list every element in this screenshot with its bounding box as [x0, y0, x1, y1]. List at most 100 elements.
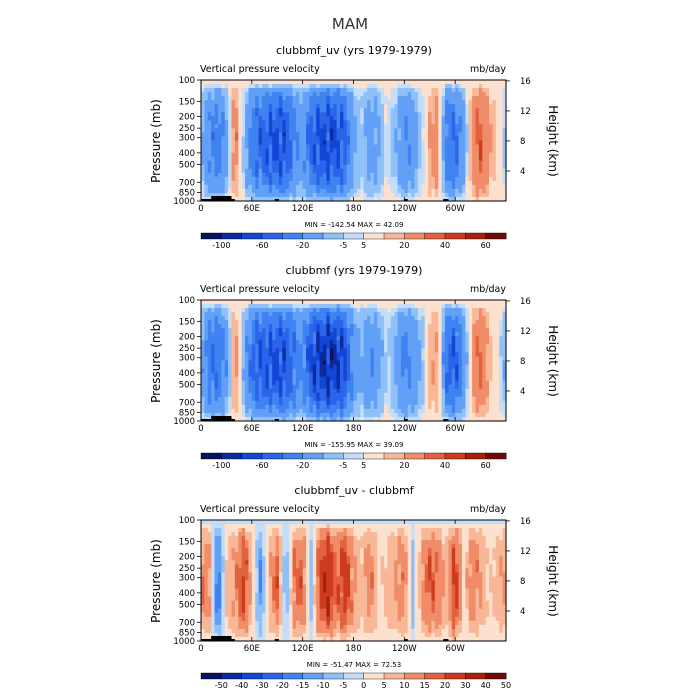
- contour-cell: [302, 352, 307, 358]
- contour-cell: [455, 380, 460, 386]
- contour-cell: [407, 180, 412, 186]
- contour-cell: [221, 332, 226, 337]
- contour-cell: [289, 164, 294, 170]
- contour-cell: [241, 304, 246, 309]
- contour-cell: [336, 380, 341, 386]
- contour-cell: [238, 332, 243, 337]
- contour-cell: [262, 128, 266, 134]
- contour-cell: [282, 376, 287, 382]
- contour-cell: [373, 128, 378, 134]
- contour-cell: [319, 124, 324, 129]
- contour-cell: [323, 112, 327, 117]
- contour-cell: [465, 388, 470, 394]
- contour-cell: [377, 176, 382, 182]
- contour-cell: [265, 156, 270, 162]
- contour-cell: [214, 160, 219, 166]
- contour-cell: [343, 192, 348, 198]
- contour-cell: [204, 100, 209, 105]
- contour-cell: [485, 340, 490, 345]
- contour-cell: [502, 184, 507, 190]
- contour-cell: [221, 304, 226, 309]
- contour-cell: [428, 356, 433, 362]
- contour-cell: [343, 92, 348, 97]
- contour-cell: [326, 148, 331, 154]
- contour-cell: [299, 84, 304, 89]
- contour-cell: [329, 348, 334, 354]
- contour-cell: [495, 80, 500, 85]
- contour-cell: [478, 308, 483, 313]
- contour-cell: [339, 100, 344, 105]
- contour-cell: [455, 388, 460, 394]
- contour-cell: [312, 144, 317, 150]
- contour-cell: [272, 196, 277, 202]
- contour-cell: [251, 388, 256, 394]
- contour-cell: [404, 116, 409, 121]
- contour-cell: [417, 124, 422, 129]
- contour-cell: [282, 156, 287, 162]
- contour-cell: [363, 184, 368, 190]
- contour-cell: [248, 368, 253, 374]
- contour-cell: [346, 360, 351, 366]
- contour-cell: [461, 160, 466, 166]
- contour-cell: [207, 364, 212, 370]
- contour-cell: [478, 84, 483, 89]
- contour-cell: [448, 380, 453, 386]
- contour-cell: [353, 320, 358, 325]
- contour-cell: [343, 116, 348, 121]
- contour-cell: [289, 104, 294, 109]
- contour-cell: [489, 116, 494, 121]
- contour-cell: [319, 140, 324, 146]
- contour-cell: [397, 108, 402, 113]
- colorbar-swatch: [465, 232, 487, 240]
- contour-cell: [400, 160, 405, 166]
- contour-cell: [495, 84, 500, 89]
- contour-cell: [285, 356, 290, 362]
- contour-cell: [363, 96, 368, 101]
- contour-cell: [231, 316, 236, 321]
- contour-cell: [241, 320, 246, 325]
- contour-cell: [258, 164, 263, 170]
- contour-cell: [472, 332, 477, 337]
- contour-cell: [370, 112, 375, 117]
- contour-cell: [248, 364, 253, 370]
- contour-cell: [204, 168, 209, 174]
- contour-cell: [234, 308, 239, 313]
- contour-cell: [289, 320, 294, 325]
- contour-cell: [414, 384, 419, 390]
- contour-cell: [387, 100, 392, 105]
- contour-cell: [451, 328, 456, 333]
- contour-cell: [309, 148, 314, 154]
- contour-cell: [482, 300, 487, 305]
- contour-cell: [400, 100, 405, 105]
- contour-cell: [258, 176, 263, 182]
- contour-cell: [302, 188, 307, 194]
- contour-cell: [282, 312, 287, 317]
- contour-cell: [343, 160, 348, 166]
- contour-cell: [333, 172, 338, 178]
- contour-cell: [461, 96, 466, 101]
- contour-cell: [377, 320, 382, 325]
- contour-cell: [384, 180, 388, 186]
- contour-cell: [302, 392, 307, 398]
- contour-cell: [373, 344, 378, 349]
- contour-cell: [248, 356, 253, 362]
- contour-cell: [438, 148, 443, 154]
- contour-cell: [228, 104, 233, 109]
- contour-cell: [282, 340, 287, 345]
- contour-cell: [289, 388, 294, 394]
- contour-cell: [207, 144, 212, 150]
- contour-cell: [373, 372, 378, 378]
- contour-cell: [211, 360, 216, 366]
- contour-cell: [346, 132, 351, 138]
- contour-cell: [339, 356, 344, 362]
- contour-cell: [411, 348, 416, 354]
- contour-cell: [489, 132, 494, 138]
- contour-cell: [238, 96, 243, 101]
- contour-cell: [394, 144, 399, 150]
- contour-cell: [251, 320, 256, 325]
- x-tick-label: 120E: [292, 204, 314, 214]
- contour-cell: [292, 108, 297, 113]
- contour-cell: [360, 356, 365, 362]
- contour-cell: [431, 176, 436, 182]
- contour-cell: [282, 104, 287, 109]
